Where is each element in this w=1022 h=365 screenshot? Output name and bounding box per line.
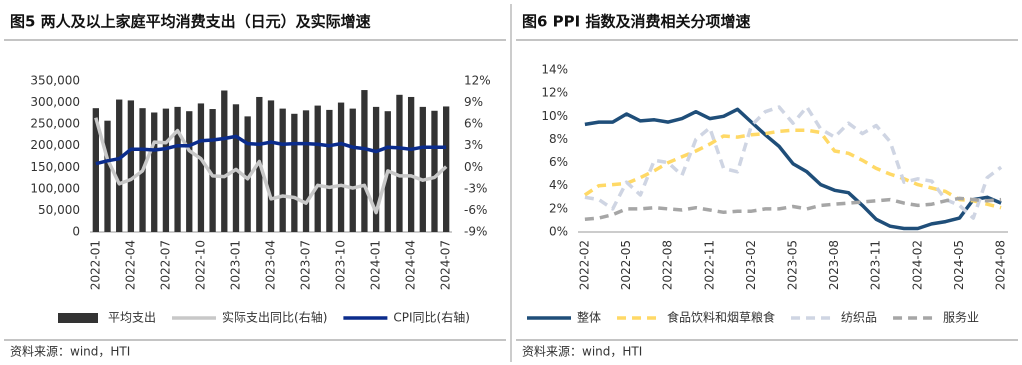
- y-tick-label: 12%: [541, 86, 568, 100]
- bar: [244, 116, 251, 232]
- y-tick-label: 50,000: [38, 203, 80, 217]
- bar: [337, 102, 345, 232]
- bar: [186, 111, 193, 232]
- x-tick-label: 2024-05: [952, 240, 966, 290]
- y-tick-label: 0: [72, 225, 80, 239]
- x-tick-label: 2023-04: [264, 240, 278, 290]
- legend-label: 整体: [577, 310, 601, 325]
- line: [584, 107, 1002, 231]
- bar: [361, 90, 368, 232]
- x-tick-label: 2023-08: [827, 240, 841, 290]
- y-tick-label: 8%: [549, 132, 568, 146]
- y-tick-label: 350,000: [30, 74, 80, 88]
- source: 资料来源：wind，HTI: [522, 345, 642, 359]
- x-tick-label: 2022-05: [619, 240, 633, 290]
- bar: [326, 109, 333, 232]
- legend-swatch: [58, 313, 98, 323]
- x-tick-label: 2022-08: [661, 240, 675, 290]
- y2-tick-label: 12%: [464, 74, 491, 88]
- line: [584, 196, 1002, 222]
- line: [583, 128, 1002, 210]
- x-tick-label: 2023-05: [786, 240, 800, 290]
- bar: [104, 120, 111, 232]
- bar: [291, 113, 298, 232]
- legend-label: 食品饮料和烟草粮食: [667, 310, 775, 325]
- legend-label: 平均支出: [108, 311, 156, 325]
- bar: [419, 106, 426, 232]
- bar: [92, 108, 99, 232]
- x-tick-label: 2022-11: [702, 240, 716, 290]
- bar: [174, 106, 181, 232]
- y-tick-label: 300,000: [30, 95, 80, 109]
- y-tick-label: 150,000: [30, 160, 80, 174]
- line: [584, 105, 1003, 220]
- y2-tick-label: -9%: [464, 225, 487, 239]
- bar: [431, 110, 438, 232]
- y-tick-label: 100,000: [30, 181, 80, 195]
- y-tick-label: 2%: [549, 201, 568, 215]
- y2-tick-label: 3%: [464, 138, 483, 152]
- x-tick-label: 2023-02: [744, 240, 758, 290]
- bar: [209, 109, 216, 232]
- chart-title: 图5 两人及以上家庭平均消费支出（日元）及实际增速: [10, 13, 371, 31]
- x-tick-label: 2024-08: [994, 240, 1008, 290]
- bar: [151, 112, 158, 232]
- bar: [302, 110, 310, 232]
- y-tick-label: 0%: [549, 225, 568, 239]
- bar: [127, 100, 135, 233]
- y-tick-label: 4%: [549, 178, 568, 192]
- y-tick-label: 14%: [541, 63, 568, 77]
- bar: [197, 103, 205, 232]
- x-tick-label: 2022-07: [158, 240, 172, 290]
- y2-tick-label: 6%: [464, 117, 483, 131]
- x-tick-label: 2022-01: [88, 240, 102, 290]
- legend-label: 实际支出同比(右轴): [222, 310, 327, 325]
- bar: [396, 94, 403, 232]
- bar: [162, 108, 170, 232]
- legend-label: CPI同比(右轴): [393, 310, 470, 325]
- y-tick-label: 6%: [549, 155, 568, 169]
- line: [95, 134, 447, 166]
- x-tick-label: 2024-04: [404, 240, 418, 290]
- bar: [443, 106, 450, 232]
- x-tick-label: 2024-07: [439, 240, 453, 290]
- y-tick-label: 200,000: [30, 138, 80, 152]
- x-tick-label: 2023-11: [869, 240, 883, 290]
- y2-tick-label: 9%: [464, 95, 483, 109]
- bar: [279, 108, 286, 232]
- bar: [267, 100, 275, 233]
- bar: [349, 108, 356, 232]
- chart-title: 图6 PPI 指数及消费相关分项增速: [522, 13, 750, 31]
- x-tick-label: 2022-02: [577, 240, 591, 290]
- x-tick-label: 2024-01: [369, 240, 383, 290]
- y-tick-label: 250,000: [30, 117, 80, 131]
- legend-label: 服务业: [943, 310, 979, 325]
- y2-tick-label: -6%: [464, 203, 487, 217]
- bar: [221, 90, 228, 233]
- bar: [116, 99, 123, 233]
- y2-tick-label: -3%: [464, 181, 487, 195]
- y-tick-label: 10%: [541, 109, 568, 123]
- x-tick-label: 2023-07: [299, 240, 313, 290]
- line: [94, 117, 448, 215]
- source: 资料来源：wind，HTI: [10, 345, 130, 359]
- x-tick-label: 2023-10: [334, 240, 348, 290]
- x-tick-label: 2023-01: [228, 240, 242, 290]
- x-tick-label: 2022-10: [193, 240, 207, 290]
- bar: [314, 105, 321, 232]
- legend-label: 纺织品: [841, 311, 877, 325]
- bar: [407, 96, 415, 232]
- x-tick-label: 2022-04: [123, 240, 137, 290]
- y2-tick-label: 0%: [464, 160, 483, 174]
- bar: [372, 106, 380, 232]
- x-tick-label: 2024-02: [910, 240, 924, 290]
